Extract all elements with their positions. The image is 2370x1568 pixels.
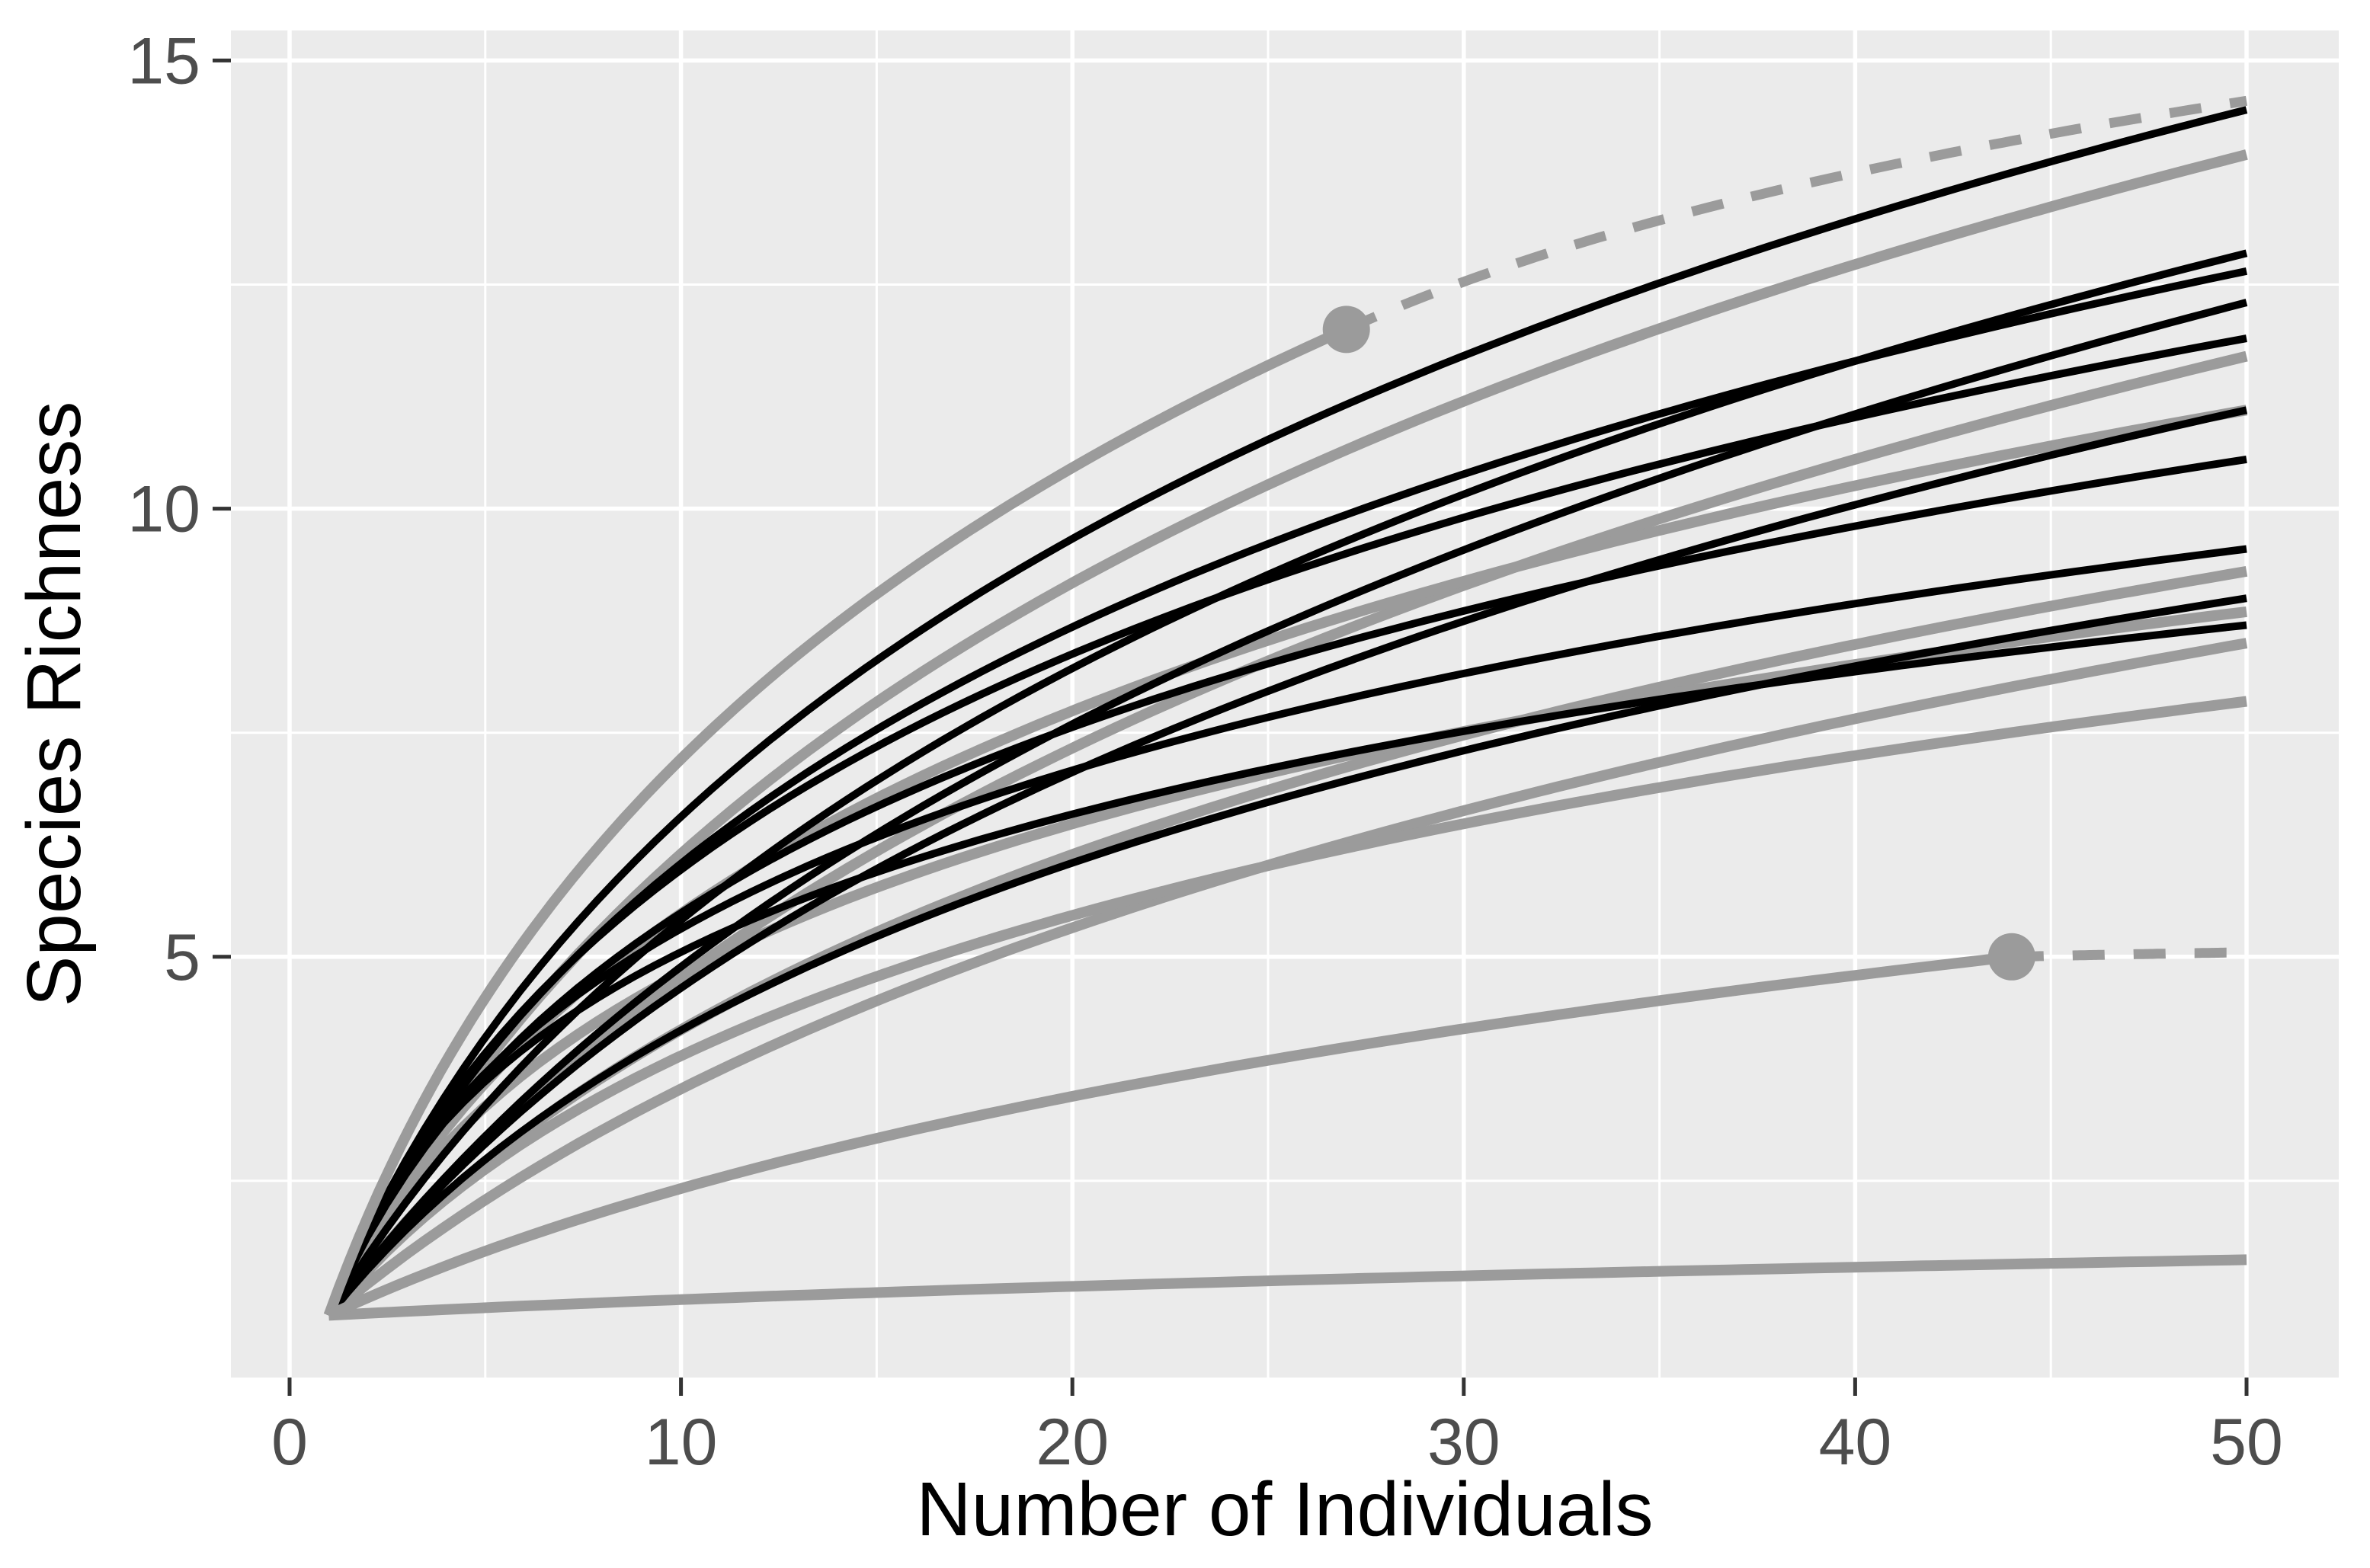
x-tick-label-0: 0 [271,1406,308,1479]
curve-black-6 [325,406,2248,1318]
x-tick-label-10: 10 [645,1406,718,1479]
curve-grey-1 [324,149,2248,1318]
curve-grey-9-rarefaction [326,951,2013,1320]
curve-black-1 [325,106,2248,1317]
axis-tick-marks [213,58,2249,1396]
y-tick-label-10: 10 [127,473,200,546]
curve-black-9 [325,594,2247,1318]
sample-dots-layer [1322,306,2035,981]
curves-layer [323,95,2248,1321]
curve-black-10 [325,621,2247,1317]
curve-black-8 [325,545,2247,1317]
x-tick-label-30: 30 [1427,1406,1500,1479]
curve-black-4 [325,299,2248,1318]
minor-gridlines [231,30,2339,1378]
observed-sample-dot-1 [1322,306,1370,354]
curve-black-5 [325,334,2247,1317]
axis-tick-labels: 0 10 20 30 40 50 5 10 15 [127,24,2283,1479]
x-tick-label-40: 40 [1819,1406,1892,1479]
curve-grey-10 [328,1254,2247,1321]
curve-grey-9-extrapolation [2011,947,2247,962]
observed-sample-dot-2 [1987,933,2035,981]
curve-grey-8 [325,696,2247,1319]
curve-black-7 [325,455,2247,1317]
y-axis-title: Species Richness [11,402,97,1007]
curve-grey-3 [324,350,2248,1319]
x-tick-label-20: 20 [1036,1406,1109,1479]
plot-panel [231,30,2339,1378]
y-tick-label-15: 15 [127,24,200,98]
curve-grey-2-rarefaction [323,324,1349,1317]
y-tick-label-5: 5 [164,921,200,994]
x-axis-title: Number of Individuals [916,1467,1653,1552]
x-tick-label-50: 50 [2210,1406,2283,1479]
